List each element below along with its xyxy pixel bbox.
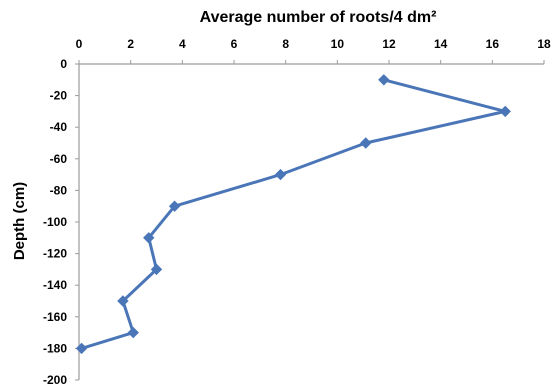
series-markers: [75, 74, 511, 355]
x-tick-label: 16: [486, 37, 500, 51]
series-point-10: [75, 342, 88, 355]
y-tick-label: -120: [43, 247, 67, 261]
x-tick-label: 10: [331, 37, 345, 51]
y-tick-label: -200: [43, 373, 67, 385]
y-tick-label: -20: [50, 89, 68, 103]
x-tick-label: 12: [382, 37, 396, 51]
series-point-3: [360, 137, 372, 149]
series-point-6: [143, 232, 155, 244]
y-tick-label: -100: [43, 215, 67, 229]
series-point-2: [499, 105, 511, 118]
series-point-4: [274, 168, 287, 181]
series-point-1: [378, 74, 390, 86]
series-point-9: [127, 326, 139, 339]
x-tick-label: 14: [434, 37, 448, 51]
y-tick-label: 0: [60, 57, 67, 71]
y-tick-label: -80: [50, 183, 68, 197]
x-tick-label: 18: [537, 37, 551, 51]
series-point-7: [150, 263, 163, 276]
x-tick-label: 0: [76, 37, 83, 51]
x-tick-label: 8: [282, 37, 289, 51]
series-point-5: [168, 200, 181, 212]
x-axis-ticks: 0 2 4 6 8 10 12 14 16 18: [76, 37, 551, 64]
y-tick-label: -40: [50, 120, 68, 134]
series-line: [80, 78, 507, 350]
x-tick-label: 6: [231, 37, 238, 51]
chart-title: Average number of roots/4 dm²: [200, 9, 437, 26]
y-axis-ticks: 0 -20 -40 -60 -80 -100 -120 -140 -160 -180 -200: [43, 57, 79, 385]
y-tick-label: -140: [43, 278, 67, 292]
y-tick-label: -180: [43, 341, 67, 355]
y-axis-label: Depth (cm): [11, 182, 28, 260]
y-tick-label: -160: [43, 310, 67, 324]
plot-area: 0 2 4 6 8 10 12 14 16 18 0 -20 -40 -60 -80 -100 -120 -14…: [43, 37, 551, 385]
x-tick-label: 4: [179, 37, 186, 51]
y-tick-label: -60: [50, 152, 68, 166]
series-point-8: [117, 295, 129, 307]
x-tick-label: 2: [127, 37, 134, 51]
